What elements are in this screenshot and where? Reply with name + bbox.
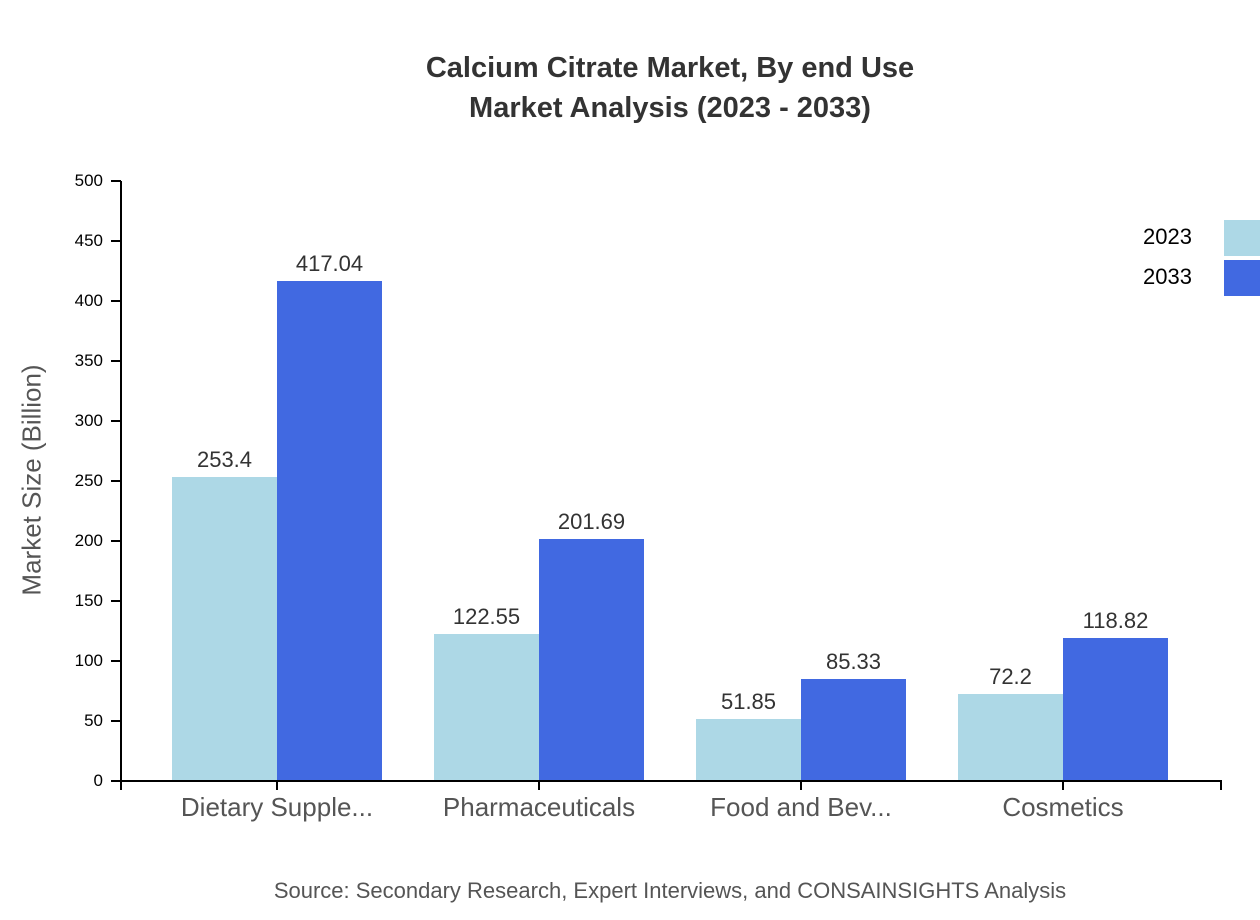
x-tick-label: Cosmetics [1002,792,1124,822]
y-tick [111,360,121,362]
y-tick [111,600,121,602]
x-tick [538,781,540,790]
bar-2023 [958,694,1063,781]
y-tick-label: 250 [74,471,103,490]
bar-value-label: 85.33 [825,648,882,674]
legend-label-2033: 2033 [1143,264,1192,289]
source-note: Source: Secondary Research, Expert Inter… [273,878,1067,903]
y-tick [111,420,121,422]
y-tick [111,540,121,542]
bar-2023 [434,633,539,781]
bar-value-label: 122.55 [452,603,521,629]
y-tick [111,780,121,782]
bar-value-label: 72.2 [989,664,1032,690]
x-tick [276,781,278,790]
y-tick-label: 50 [84,711,103,730]
y-tick-label: 100 [74,651,103,670]
y-tick-label: 400 [74,291,103,310]
y-tick [111,660,121,662]
y-axis-line [120,181,122,782]
x-axis-start-tick [120,781,122,790]
y-tick-label: 150 [74,591,103,610]
legend-label-2023: 2023 [1143,224,1192,249]
bar-2033 [277,280,382,781]
x-tick-label: Dietary Supple... [180,792,374,822]
x-axis-line [120,780,1222,782]
x-tick [800,781,802,790]
chart-subtitle: Market Analysis (2023 - 2033) [469,92,871,124]
chart-title: Calcium Citrate Market, By end Use [425,52,915,84]
bar-2033 [539,538,644,781]
y-tick [111,180,121,182]
y-tick [111,480,121,482]
x-tick [1062,781,1064,790]
y-tick-label: 200 [74,531,103,550]
legend-swatch-2033 [1224,260,1260,296]
bar-value-label: 253.4 [196,446,253,472]
y-tick [111,240,121,242]
y-tick-label: 0 [93,771,103,790]
bar-2033 [801,678,906,781]
x-axis-end-tick [1220,781,1222,790]
bar-value-label: 118.82 [1082,608,1149,634]
y-tick-label: 450 [74,231,103,250]
y-tick [111,720,121,722]
bar-2033 [1063,638,1168,781]
legend-swatch-2023 [1224,220,1260,256]
bar-value-label: 51.85 [720,688,777,714]
bar-value-label: 417.04 [295,250,364,276]
x-tick-label: Food and Bev... [710,792,892,822]
bar-value-label: 201.69 [557,508,626,534]
y-tick [111,300,121,302]
y-tick-label: 500 [74,171,103,190]
y-tick-label: 350 [74,351,103,370]
bar-2023 [172,476,277,781]
bar-2023 [696,718,801,781]
y-tick-label: 300 [74,411,103,430]
x-tick-label: Pharmaceuticals [442,792,636,822]
